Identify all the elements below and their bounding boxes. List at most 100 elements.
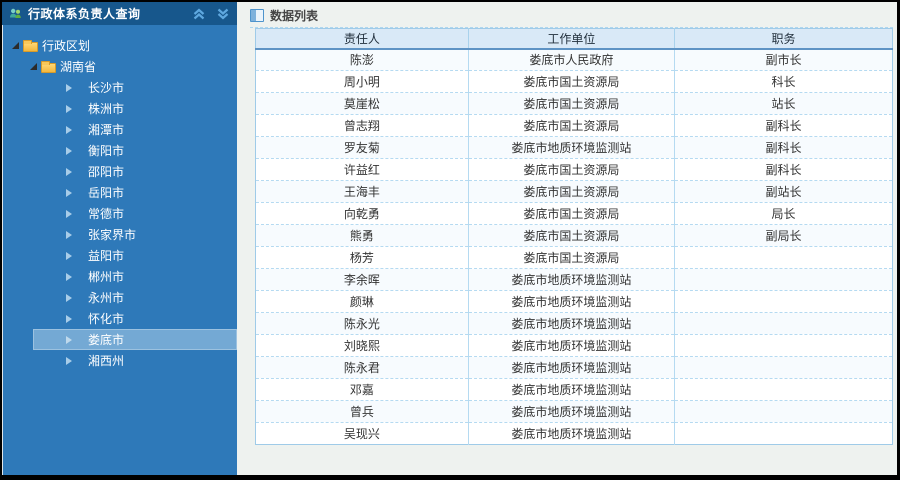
- region-tree: 行政区划 湖南省 长沙市 株洲市 湘潭市 衡阳市 邵阳市 岳阳市 常德市 张家界…: [2, 25, 237, 371]
- arrow-right-icon: [66, 167, 72, 176]
- cell-position: [674, 400, 893, 423]
- tree-node-root[interactable]: 行政区划: [2, 35, 237, 56]
- table-row[interactable]: 陈永光 娄底市地质环境监测站: [255, 312, 893, 335]
- sidebar-tree-city-item[interactable]: 湘西州: [33, 350, 237, 371]
- cell-unit: 娄底市地质环境监测站: [467, 334, 675, 357]
- cell-unit: 娄底市国土资源局: [467, 224, 675, 247]
- arrow-right-icon: [66, 209, 72, 218]
- table-row[interactable]: 向乾勇 娄底市国土资源局 局长: [255, 202, 893, 225]
- cell-position: [674, 290, 893, 313]
- table-body: 陈澎 娄底市人民政府 副市长 周小明 娄底市国土资源局 科长 莫崖松 娄底市国土…: [255, 48, 893, 445]
- collapse-down-icon[interactable]: [215, 7, 231, 21]
- content-pane: 数据列表 责任人 工作单位 职务 陈澎 娄底市人民政府 副市长 周小明 娄底市国…: [237, 2, 897, 475]
- sidebar-tree-city-item[interactable]: 郴州市: [33, 266, 237, 287]
- arrow-right-icon: [66, 335, 72, 344]
- cell-person: 向乾勇: [255, 202, 469, 225]
- sidebar-tree-city-item[interactable]: 张家界市: [33, 224, 237, 245]
- cell-person: 陈澎: [349, 53, 374, 68]
- cell-unit: 娄底市国土资源局: [467, 202, 675, 225]
- cell-unit: 娄底市国土资源局: [467, 70, 675, 93]
- cell-unit: 娄底市国土资源局: [467, 114, 675, 137]
- sidebar-title: 行政体系负责人查询: [28, 7, 141, 21]
- cell-unit: 娄底市地质环境监测站: [467, 268, 675, 291]
- cell-person: 刘晓熙: [255, 334, 469, 357]
- sidebar-tree-city-item[interactable]: 娄底市: [33, 329, 237, 350]
- cell-position: 局长: [674, 202, 893, 225]
- city-label: 邵阳市: [88, 165, 125, 179]
- table-row[interactable]: 周小明 娄底市国土资源局 科长: [255, 70, 893, 93]
- sidebar-tree-city-item[interactable]: 益阳市: [33, 245, 237, 266]
- sidebar-tree-city-item[interactable]: 株洲市: [33, 98, 237, 119]
- cell-person: 王海丰: [255, 180, 469, 203]
- arrow-right-icon: [66, 356, 72, 365]
- cell-unit: 娄底市国土资源局: [467, 246, 675, 269]
- cell-person: 罗友菊: [255, 136, 469, 159]
- folder-icon: [41, 60, 56, 73]
- table-row[interactable]: 邓嘉 娄底市地质环境监测站: [255, 378, 893, 401]
- table-row[interactable]: 莫崖松 娄底市国土资源局 站长: [255, 92, 893, 115]
- table-row[interactable]: 刘晓熙 娄底市地质环境监测站: [255, 334, 893, 357]
- sidebar-tree-city-item[interactable]: 湘潭市: [33, 119, 237, 140]
- cell-position: [674, 268, 893, 291]
- column-header-unit[interactable]: 工作单位: [467, 28, 675, 50]
- cell-position: 站长: [674, 92, 893, 115]
- panel-header: 数据列表: [250, 4, 893, 28]
- tree-node-province[interactable]: 湖南省: [2, 56, 237, 77]
- cell-unit: 娄底市地质环境监测站: [467, 136, 675, 159]
- sidebar-tree-city-item[interactable]: 衡阳市: [33, 140, 237, 161]
- collapse-up-icon[interactable]: [191, 7, 207, 21]
- arrow-right-icon: [66, 83, 72, 92]
- table-row[interactable]: 曾志翔 娄底市国土资源局 副科长: [255, 114, 893, 137]
- cell-person: 颜琳: [255, 290, 469, 313]
- table-row[interactable]: 李余晖 娄底市地质环境监测站: [255, 268, 893, 291]
- cell-position: 副站长: [674, 180, 893, 203]
- table-row[interactable]: 罗友菊 娄底市地质环境监测站 副科长: [255, 136, 893, 159]
- city-label: 郴州市: [88, 270, 125, 284]
- expander-open-icon[interactable]: [30, 63, 37, 70]
- cell-person: 陈永光: [255, 312, 469, 335]
- cell-unit: 娄底市地质环境监测站: [467, 356, 675, 379]
- cell-position: 副科长: [674, 136, 893, 159]
- cell-position: [674, 422, 893, 445]
- sidebar: 行政体系负责人查询 行政区划 湖南省 长沙市 株洲市: [2, 2, 237, 475]
- table-row[interactable]: 王海丰 娄底市国土资源局 副站长: [255, 180, 893, 203]
- cell-unit: 娄底市地质环境监测站: [467, 400, 675, 423]
- cell-position: 副科长: [674, 158, 893, 181]
- city-label: 株洲市: [88, 102, 125, 116]
- cell-person: 吴现兴: [255, 422, 469, 445]
- table-row[interactable]: 颜琳 娄底市地质环境监测站: [255, 290, 893, 313]
- table-row[interactable]: 熊勇 娄底市国土资源局 副局长: [255, 224, 893, 247]
- table-row[interactable]: 许益红 娄底市国土资源局 副科长: [255, 158, 893, 181]
- city-label: 岳阳市: [88, 186, 125, 200]
- sidebar-tree-city-item[interactable]: 怀化市: [33, 308, 237, 329]
- table-row[interactable]: 杨芳 娄底市国土资源局: [255, 246, 893, 269]
- arrow-right-icon: [66, 314, 72, 323]
- sidebar-header: 行政体系负责人查询: [2, 2, 237, 25]
- cell-unit: 娄底市地质环境监测站: [467, 290, 675, 313]
- sidebar-tree-city-item[interactable]: 邵阳市: [33, 161, 237, 182]
- sidebar-tree-city-item[interactable]: 长沙市: [33, 77, 237, 98]
- city-label: 衡阳市: [88, 144, 125, 158]
- table-row[interactable]: 陈永君 娄底市地质环境监测站: [255, 356, 893, 379]
- sidebar-tree-city-item[interactable]: 岳阳市: [33, 182, 237, 203]
- cell-unit: 娄底市国土资源局: [467, 180, 675, 203]
- arrow-right-icon: [66, 104, 72, 113]
- expander-open-icon[interactable]: [12, 42, 19, 49]
- root-label: 行政区划: [42, 39, 91, 53]
- column-header-position[interactable]: 职务: [674, 28, 893, 50]
- cell-position: 副市长: [674, 48, 893, 71]
- sidebar-tree-city-item[interactable]: 常德市: [33, 203, 237, 224]
- table-row[interactable]: 陈澎 娄底市人民政府 副市长: [255, 48, 893, 71]
- sidebar-tree-city-item[interactable]: 永州市: [33, 287, 237, 308]
- cell-person: 周小明: [255, 70, 469, 93]
- cell-unit: 娄底市地质环境监测站: [467, 422, 675, 445]
- table-row[interactable]: 吴现兴 娄底市地质环境监测站: [255, 422, 893, 445]
- table-row[interactable]: 曾兵 娄底市地质环境监测站: [255, 400, 893, 423]
- table-icon: [250, 9, 264, 22]
- table-header-row: 责任人 工作单位 职务: [255, 28, 893, 50]
- cell-person: 李余晖: [255, 268, 469, 291]
- cell-unit: 娄底市国土资源局: [467, 92, 675, 115]
- column-header-person[interactable]: 责任人: [255, 28, 469, 50]
- arrow-right-icon: [66, 230, 72, 239]
